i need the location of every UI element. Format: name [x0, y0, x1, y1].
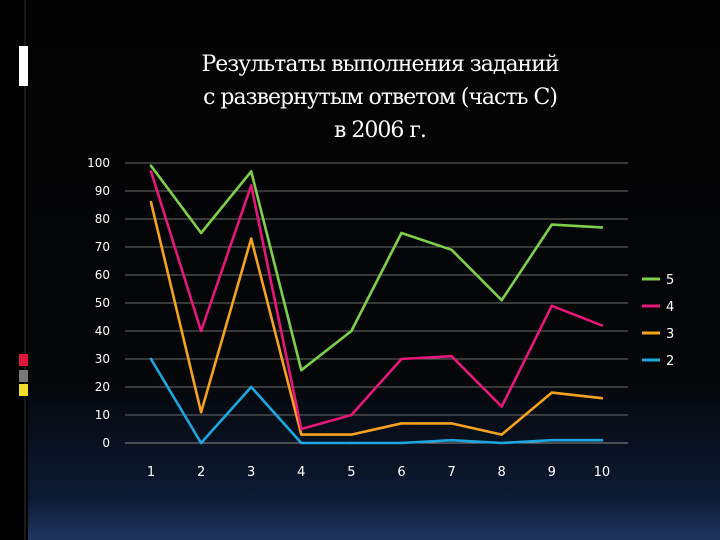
decor-red-square: [19, 354, 28, 366]
data-point-s4-3: [250, 184, 253, 187]
data-point-s5-8: [500, 299, 503, 302]
data-point-s4-1: [149, 170, 153, 173]
data-point-s4-6: [400, 357, 403, 361]
decor-white-block: [19, 46, 28, 86]
legend-label-4: 4: [666, 300, 674, 315]
data-point-s3-9: [550, 391, 553, 394]
data-point-s2-10: [600, 439, 604, 442]
decor-gray-square: [19, 370, 28, 382]
data-point-s3-5: [350, 433, 353, 436]
title-line-2: с развернутым ответом (часть С): [203, 85, 558, 110]
data-point-s2-1: [149, 357, 153, 361]
data-point-s4-5: [350, 413, 353, 417]
y-tick-label-30: 30: [95, 352, 110, 366]
data-point-s3-6: [400, 422, 403, 425]
series-line-3: [149, 200, 604, 436]
legend-label-2: 2: [666, 354, 674, 369]
data-point-s5-4: [300, 369, 303, 372]
x-tick-label-8: 8: [498, 465, 506, 480]
data-point-s5-9: [550, 223, 553, 226]
legend-label-5: 5: [666, 273, 674, 288]
data-point-s2-5: [350, 441, 353, 445]
data-point-s4-4: [300, 427, 303, 431]
data-point-s4-9: [550, 304, 553, 307]
data-point-s2-8: [500, 441, 503, 445]
series-line-4: [149, 170, 604, 431]
y-tick-label-50: 50: [95, 296, 110, 310]
data-point-s3-10: [600, 397, 604, 400]
left-decoration-bar: [0, 0, 28, 540]
x-tick-label-3: 3: [247, 465, 255, 480]
decor-yellow-square: [19, 384, 28, 396]
x-tick-label-7: 7: [447, 465, 455, 480]
y-tick-label-100: 100: [87, 156, 110, 170]
data-point-s5-5: [350, 329, 353, 333]
data-point-s3-8: [500, 433, 503, 436]
data-point-s2-7: [450, 439, 453, 442]
data-point-s5-10: [600, 226, 604, 229]
data-point-s5-1: [149, 164, 153, 167]
left-rule: [24, 0, 26, 540]
legend-label-3: 3: [666, 327, 674, 342]
y-tick-label-0: 0: [102, 436, 110, 450]
data-point-s4-2: [199, 329, 203, 333]
series-line-5: [149, 164, 604, 372]
x-tick-label-5: 5: [347, 465, 355, 480]
data-point-s4-8: [500, 405, 503, 408]
data-point-s5-2: [199, 231, 203, 235]
data-point-s5-6: [400, 231, 403, 235]
data-point-s2-6: [400, 441, 403, 445]
data-point-s2-2: [199, 441, 203, 445]
title-line-3: в 2006 г.: [334, 118, 427, 143]
slide-title: Результаты выполнения заданий с разверну…: [150, 48, 610, 147]
series-line-2: [149, 357, 604, 445]
y-tick-label-60: 60: [95, 268, 110, 282]
data-point-s3-3: [250, 237, 253, 240]
y-tick-label-20: 20: [95, 380, 110, 394]
data-point-s5-3: [250, 170, 253, 173]
data-point-s4-10: [600, 324, 604, 327]
x-tick-label-2: 2: [197, 465, 205, 480]
data-point-s2-4: [300, 441, 303, 445]
data-point-s3-2: [199, 411, 203, 414]
x-tick-label-9: 9: [548, 465, 556, 480]
data-point-s3-1: [149, 201, 153, 204]
data-point-s4-7: [450, 355, 453, 358]
data-point-s2-3: [250, 385, 253, 389]
y-tick-label-40: 40: [95, 324, 110, 338]
data-point-s5-7: [450, 248, 453, 251]
x-tick-label-4: 4: [297, 465, 305, 480]
y-tick-label-10: 10: [95, 408, 110, 422]
x-tick-label-10: 10: [594, 465, 611, 480]
data-point-s2-9: [550, 439, 553, 442]
title-line-1: Результаты выполнения заданий: [201, 52, 559, 77]
y-tick-label-80: 80: [95, 212, 110, 226]
x-tick-label-6: 6: [397, 465, 405, 480]
y-tick-label-70: 70: [95, 240, 110, 254]
y-tick-label-90: 90: [95, 184, 110, 198]
x-tick-label-1: 1: [147, 465, 155, 480]
data-point-s3-7: [450, 422, 453, 425]
data-point-s3-4: [300, 433, 303, 436]
